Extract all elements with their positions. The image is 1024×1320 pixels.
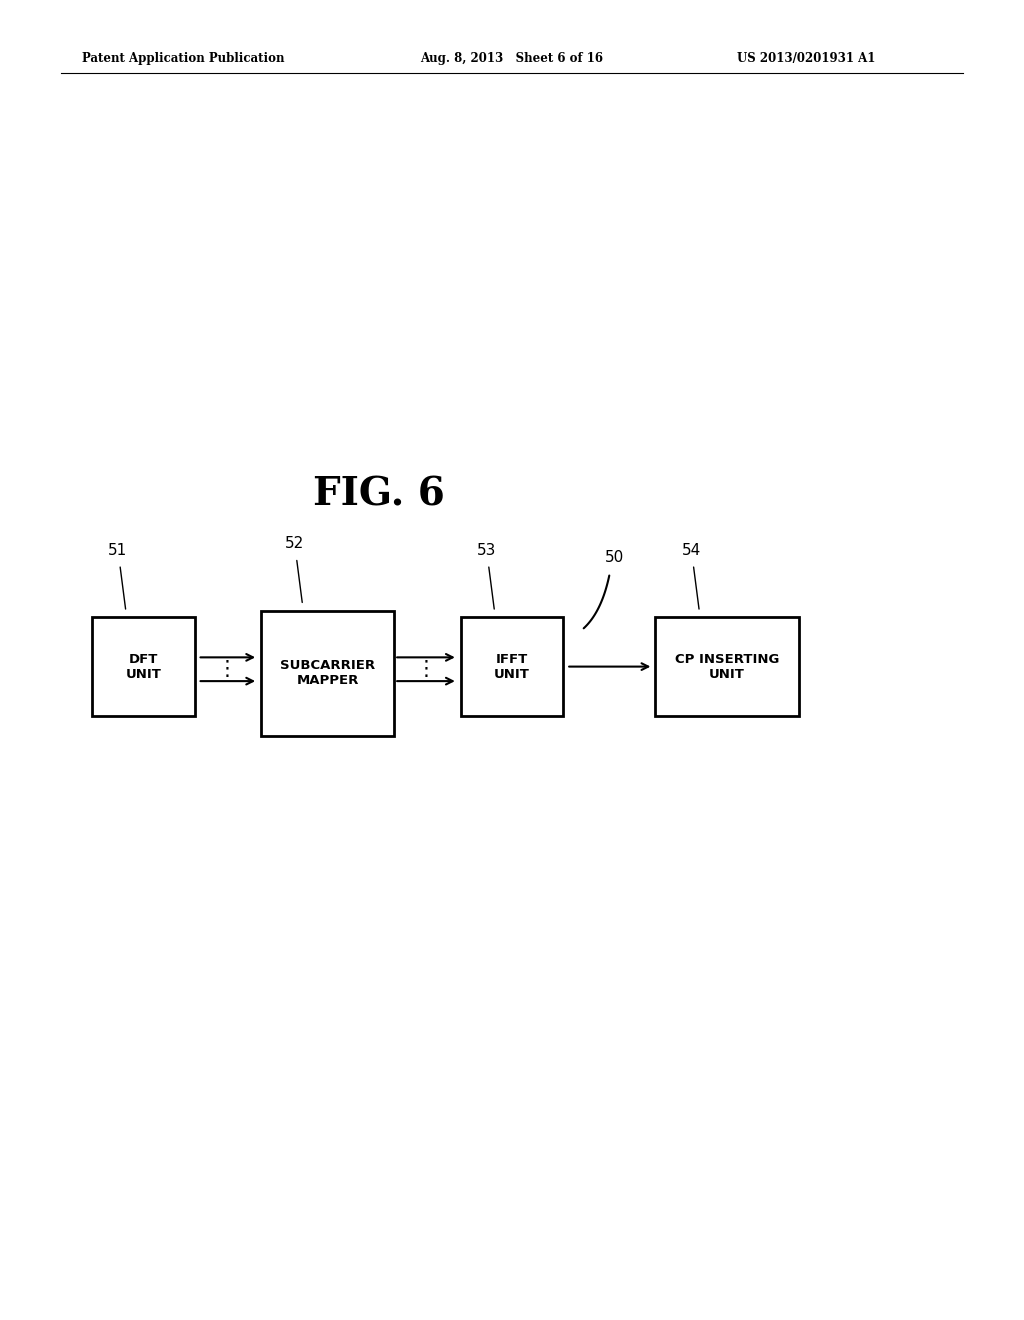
Text: FIG. 6: FIG. 6 (313, 477, 444, 513)
Bar (461, 618, 563, 715)
Text: 50: 50 (605, 550, 624, 565)
Bar (92, 618, 195, 715)
Text: 51: 51 (109, 543, 127, 557)
Text: Patent Application Publication: Patent Application Publication (82, 51, 285, 65)
Text: 52: 52 (285, 536, 304, 552)
Text: DFT
UNIT: DFT UNIT (125, 652, 162, 681)
Text: IFFT
UNIT: IFFT UNIT (494, 652, 530, 681)
Text: SUBCARRIER
MAPPER: SUBCARRIER MAPPER (281, 659, 375, 688)
Text: ⋮: ⋮ (217, 659, 238, 680)
Text: CP INSERTING
UNIT: CP INSERTING UNIT (675, 652, 779, 681)
Bar (655, 618, 799, 715)
Text: ⋮: ⋮ (416, 659, 436, 680)
Text: US 2013/0201931 A1: US 2013/0201931 A1 (737, 51, 876, 65)
Bar (261, 610, 394, 737)
Text: 54: 54 (682, 543, 700, 557)
Text: 53: 53 (477, 543, 496, 557)
Text: Aug. 8, 2013   Sheet 6 of 16: Aug. 8, 2013 Sheet 6 of 16 (420, 51, 603, 65)
